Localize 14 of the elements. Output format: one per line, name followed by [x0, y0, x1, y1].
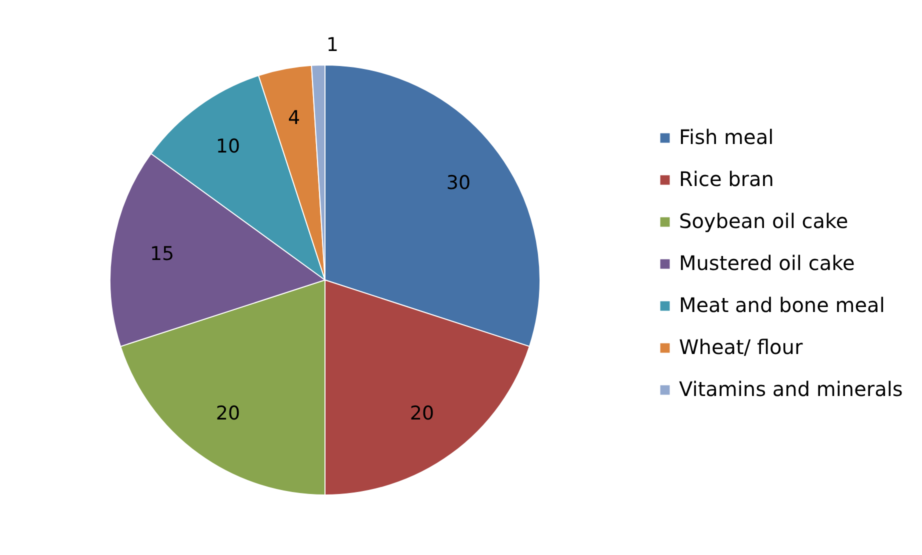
- legend-label: Rice bran: [679, 167, 774, 191]
- data-label: 20: [216, 402, 240, 424]
- data-label: 4: [288, 106, 300, 129]
- legend-label: Vitamins and minerals: [679, 377, 903, 401]
- data-label: 1: [326, 34, 338, 56]
- legend-label: Meat and bone meal: [679, 293, 885, 317]
- data-label: 10: [216, 136, 240, 158]
- data-label: 20: [410, 402, 434, 424]
- data-label: 15: [150, 243, 174, 266]
- legend-label: Soybean oil cake: [679, 209, 848, 233]
- legend-label: Fish meal: [679, 125, 774, 149]
- legend-label: Mustered oil cake: [679, 251, 855, 275]
- data-label: 30: [446, 172, 471, 194]
- legend-label: Wheat/ flour: [679, 335, 804, 359]
